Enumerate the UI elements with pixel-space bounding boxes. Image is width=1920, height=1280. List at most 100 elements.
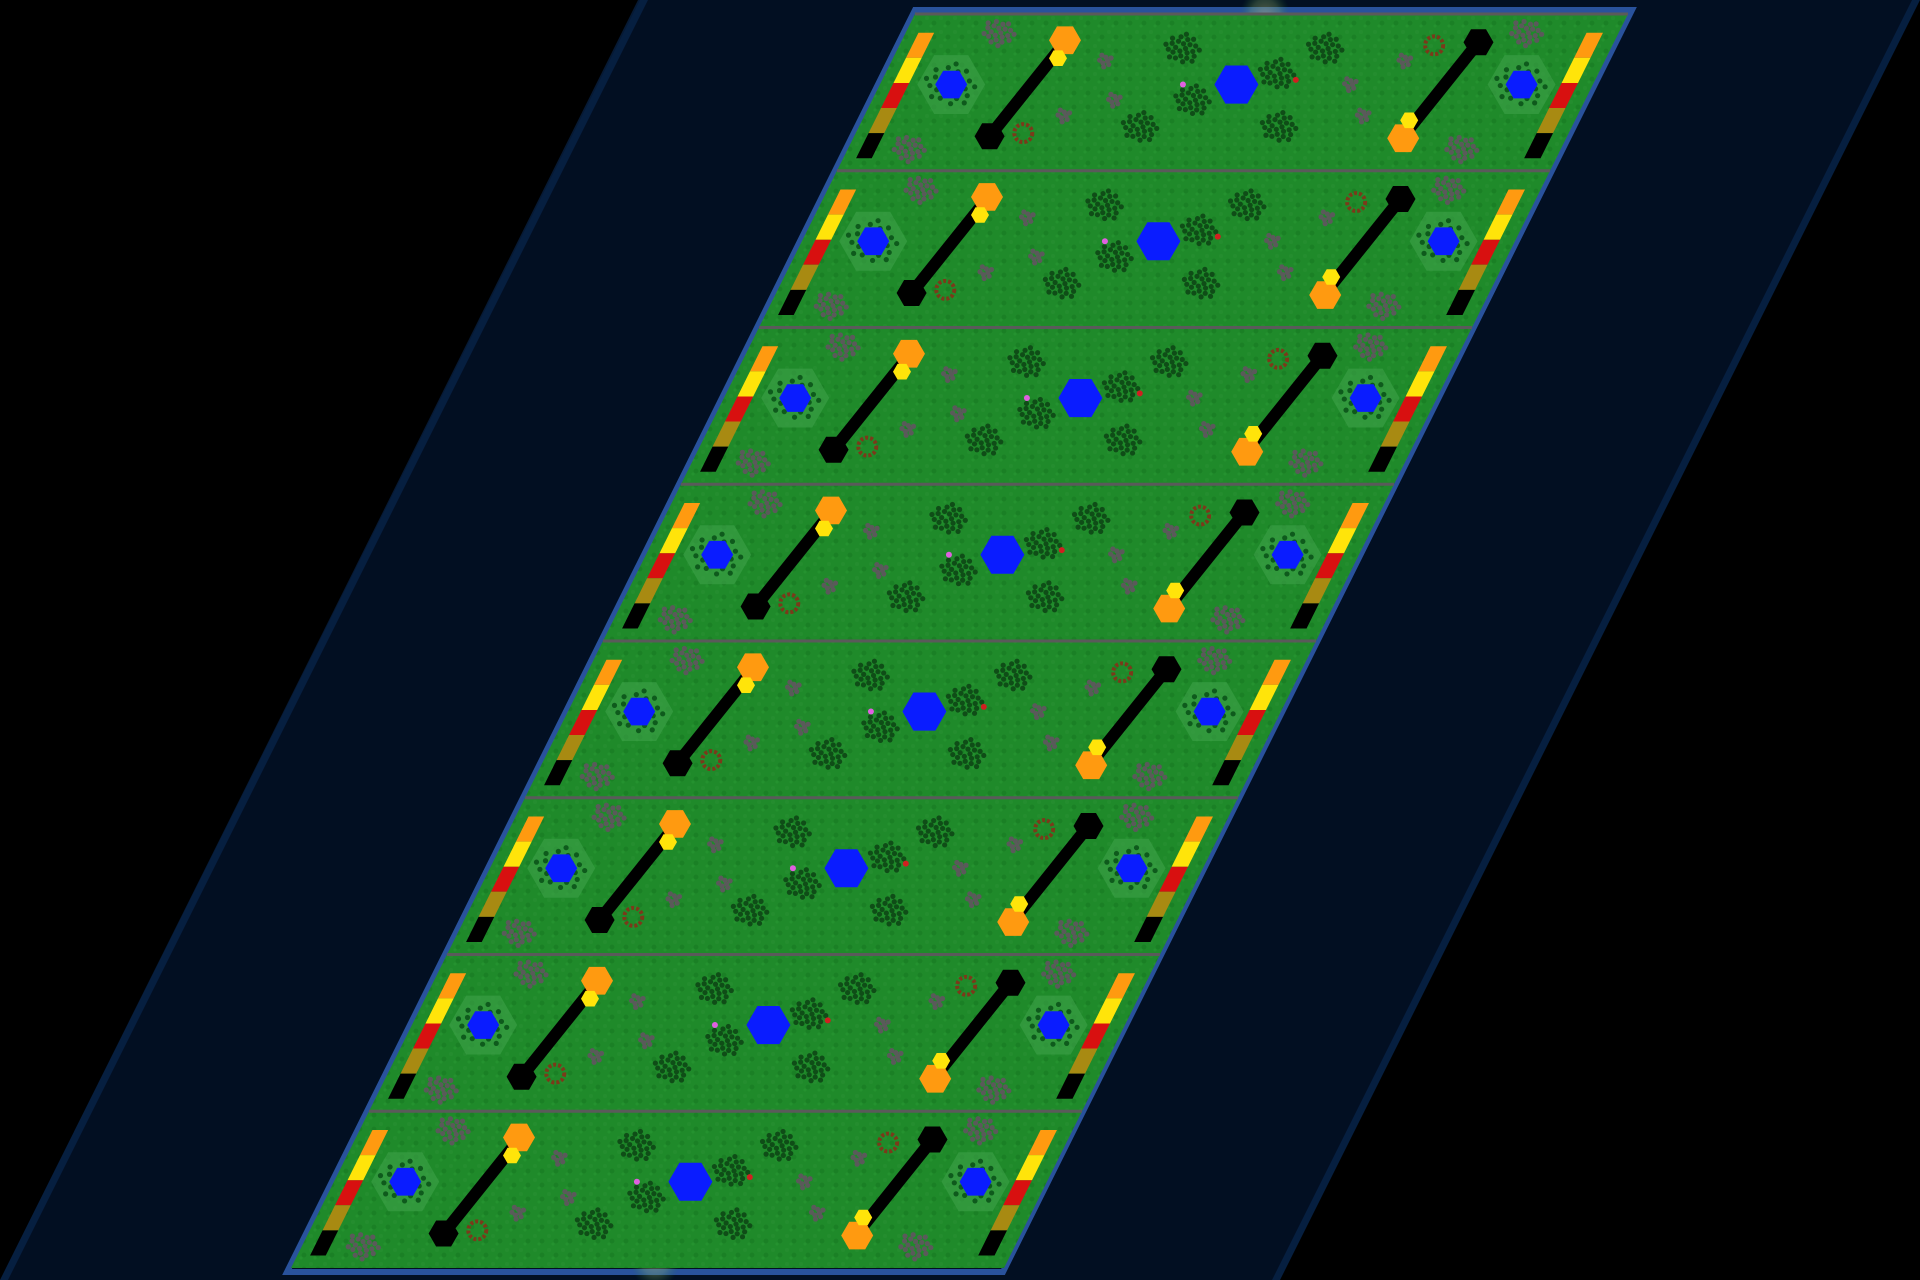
cluster-dot (1108, 91, 1114, 97)
cluster-dot (846, 340, 852, 346)
cluster-dot (880, 724, 887, 730)
left-pool-icon (935, 70, 968, 99)
lane-1[interactable] (837, 12, 1628, 171)
cluster-dot (350, 1246, 356, 1253)
tree-cluster-icon (627, 1180, 666, 1214)
cluster-dot (1105, 392, 1111, 399)
cluster-dot (1374, 340, 1380, 346)
tree-cluster-icon (945, 683, 985, 717)
cluster-dot (871, 987, 877, 994)
cluster-dot (914, 189, 920, 195)
cluster-dot (808, 406, 814, 412)
tree-cluster-icon (1149, 345, 1189, 378)
cluster-dot (1181, 276, 1188, 282)
cluster-dot (1257, 66, 1264, 72)
cluster-dot (617, 811, 624, 817)
lane-4[interactable] (603, 482, 1394, 641)
tree-cluster-icon (1023, 526, 1063, 560)
cluster-dot (826, 291, 832, 297)
lane-7[interactable] (369, 953, 1160, 1112)
small-rock-icon (665, 891, 683, 909)
cluster-dot (861, 671, 867, 678)
cluster-dot (693, 660, 699, 666)
cluster-dot (835, 336, 841, 342)
cluster-dot (964, 896, 971, 902)
cluster-dot (1013, 349, 1020, 355)
lane-5[interactable] (525, 639, 1316, 798)
cluster-dot (590, 775, 597, 781)
cluster-dot (740, 917, 746, 923)
cluster-dot (1075, 524, 1081, 530)
cluster-dot (968, 446, 974, 452)
cluster-dot (787, 679, 793, 685)
cluster-dot (604, 780, 610, 786)
lane-6[interactable] (447, 796, 1238, 955)
cluster-dot (910, 196, 916, 202)
cluster-dot (929, 184, 936, 190)
cluster-dot (967, 575, 973, 581)
cluster-dot (976, 893, 982, 900)
cluster-dot (810, 997, 816, 1003)
cluster-dot (523, 963, 529, 969)
cluster-dot (1035, 1007, 1042, 1013)
cluster-dot (1068, 942, 1074, 948)
cluster-dot (574, 876, 580, 883)
cluster-dot (1283, 266, 1289, 272)
cluster-dot (1534, 68, 1540, 74)
cluster-dot (453, 1088, 459, 1094)
cluster-dot (899, 587, 905, 593)
cluster-dot (608, 1223, 614, 1229)
cluster-dot (733, 1159, 739, 1165)
cluster-dot (1306, 464, 1312, 470)
cluster-dot (1260, 546, 1266, 552)
cluster-dot (514, 918, 520, 924)
left-pool-icon (857, 227, 890, 256)
cluster-dot (948, 516, 955, 522)
cluster-dot (1129, 450, 1136, 456)
left-stripe-segment (893, 57, 922, 83)
lane-8[interactable] (291, 1109, 1082, 1268)
cluster-dot (883, 564, 889, 571)
cluster-dot (1103, 433, 1110, 439)
cluster-dot (1283, 83, 1290, 89)
cluster-dot (649, 727, 655, 733)
cluster-dot (1037, 257, 1043, 264)
cluster-dot (1109, 256, 1115, 263)
cluster-dot (992, 428, 998, 434)
cluster-dot (1089, 511, 1095, 517)
cluster-dot (701, 981, 707, 987)
cluster-dot (890, 912, 897, 918)
ring-marker-icon (778, 592, 801, 615)
right-pool-icon (1349, 384, 1382, 412)
cluster-dot (450, 1122, 456, 1129)
cluster-dot (830, 302, 836, 309)
cluster-dot (929, 511, 935, 518)
cluster-dot (947, 101, 954, 107)
cluster-dot (1365, 350, 1371, 357)
cluster-dot (759, 507, 765, 513)
cluster-dot (1044, 414, 1050, 420)
lane-2[interactable] (759, 169, 1550, 328)
cluster-dot (1202, 432, 1209, 438)
cluster-dot (1120, 582, 1127, 588)
cluster-dot (913, 597, 919, 603)
lane-3[interactable] (681, 326, 1472, 485)
cluster-dot (811, 889, 817, 895)
cluster-dot (752, 743, 758, 750)
cluster-dot (967, 891, 973, 897)
tree-cluster-icon (1120, 110, 1160, 143)
cluster-dot (986, 1079, 992, 1085)
cluster-dot (1187, 100, 1193, 106)
cluster-dot (1096, 512, 1102, 518)
cluster-dot (820, 301, 826, 308)
cluster-dot (676, 607, 682, 614)
cluster-dot (916, 592, 922, 598)
cluster-dot (1123, 262, 1129, 268)
cluster-dot (1008, 836, 1014, 842)
center-pool-icon (1058, 379, 1103, 418)
cluster-dot (1058, 980, 1065, 986)
cluster-dot (1282, 509, 1288, 515)
cluster-dot (1204, 656, 1210, 662)
